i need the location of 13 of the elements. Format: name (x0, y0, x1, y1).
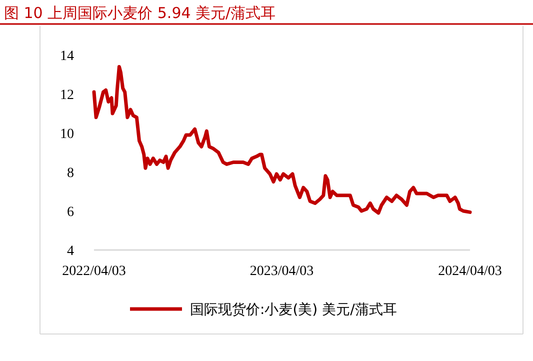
line-series (92, 64, 472, 215)
y-tick-label: 8 (67, 166, 74, 181)
y-tick-label: 6 (67, 205, 74, 220)
title: 图 10 上周国际小麦价 5.94 美元/蒲式耳 (4, 4, 276, 22)
x-tick-label: 2024/04/03 (438, 264, 502, 279)
y-tick-label: 12 (60, 88, 74, 103)
x-tick-label: 2022/04/03 (62, 264, 126, 279)
legend-label: 国际现货价:小麦(美) 美元/蒲式耳 (190, 302, 397, 318)
y-tick-label: 10 (60, 127, 74, 142)
legend: 国际现货价:小麦(美) 美元/蒲式耳 (130, 302, 397, 318)
x-tick-label: 2023/04/03 (250, 264, 314, 279)
y-tick-label: 4 (67, 244, 74, 259)
y-tick-label: 14 (60, 49, 74, 64)
